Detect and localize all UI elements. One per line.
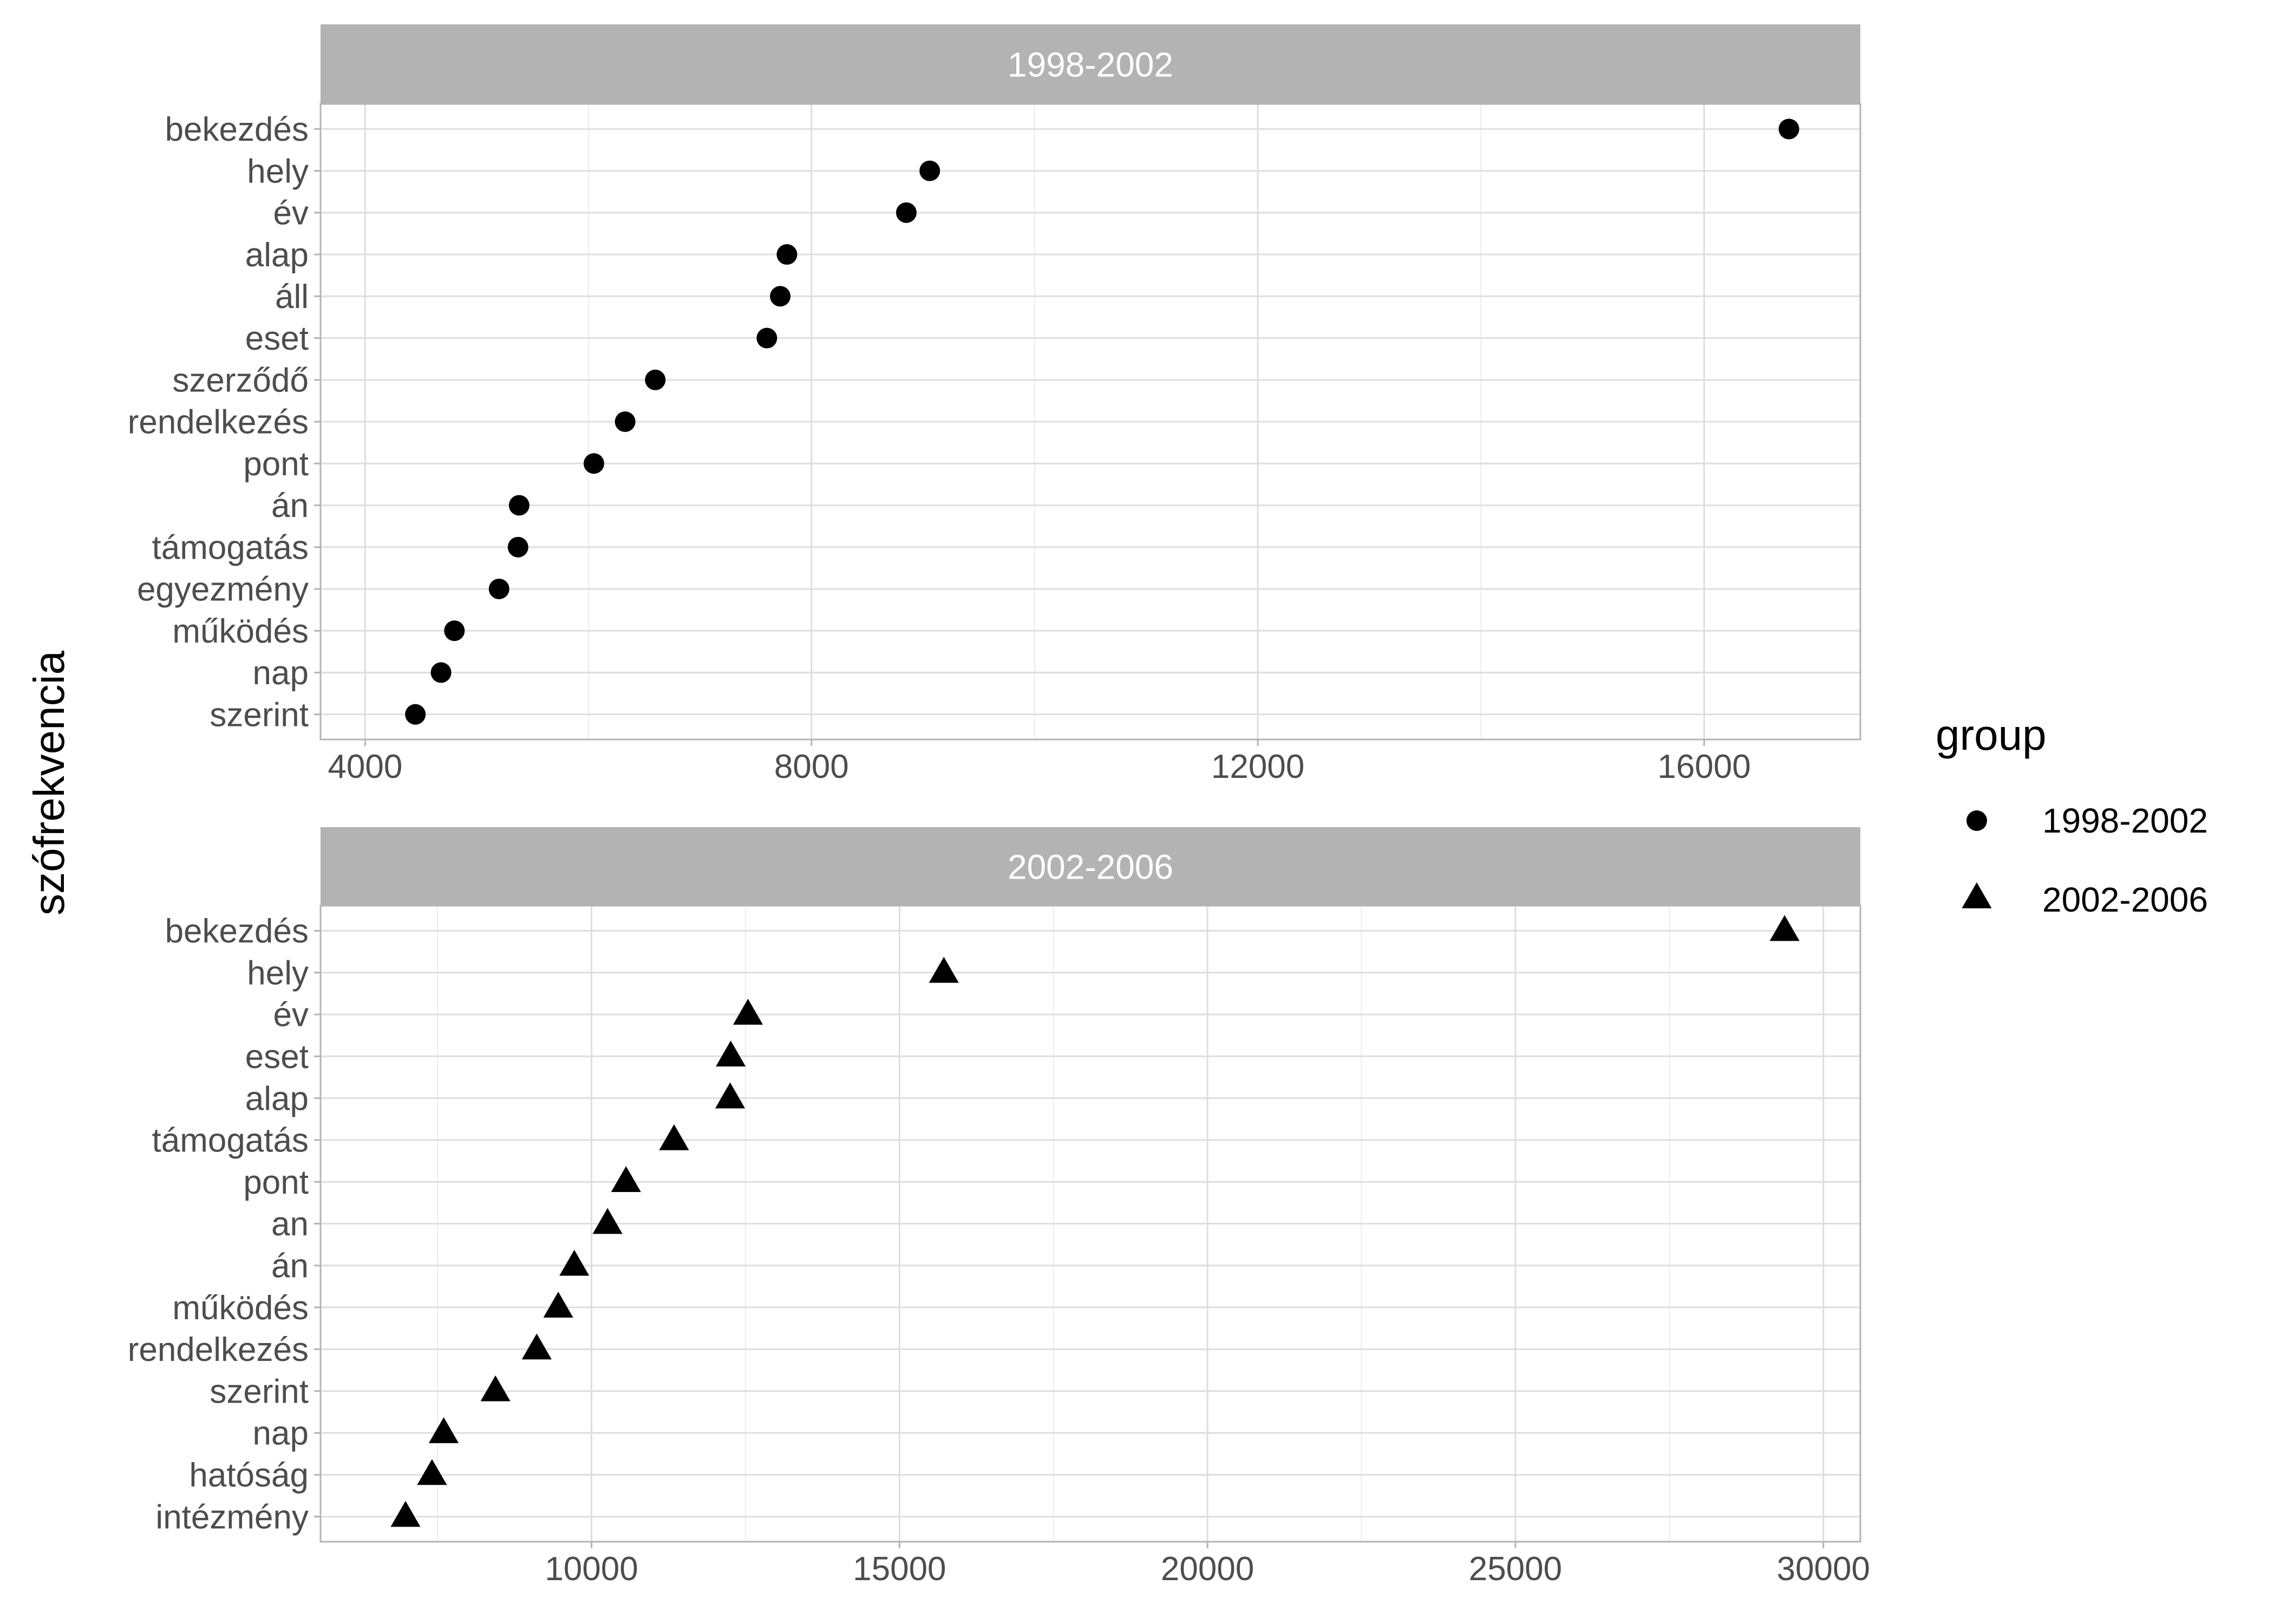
legend-key-triangle — [1962, 882, 1992, 908]
data-point — [1779, 119, 1800, 140]
panel-border — [319, 103, 1861, 741]
data-point — [645, 369, 666, 390]
data-point — [390, 1501, 421, 1527]
y-tick-label: pont — [243, 446, 309, 483]
data-point — [770, 286, 791, 307]
data-point — [405, 704, 426, 725]
x-tick-label: 20000 — [1161, 1550, 1254, 1588]
panel-strip — [321, 24, 1860, 104]
legend-circle-mark — [1966, 810, 1987, 831]
y-tick-label: szerint — [210, 1373, 309, 1410]
grid — [321, 906, 1860, 1542]
panel-1998-2002: 1998-2002 szerint nap működés egyezmény támo… — [128, 24, 1861, 785]
data-point — [615, 411, 636, 432]
panel-strip-title: 1998-2002 — [1008, 45, 1173, 84]
y-tick-label: hatóság — [189, 1457, 309, 1494]
data-point — [611, 1166, 641, 1193]
data-point — [716, 1040, 746, 1067]
y-tick-label: áll — [275, 278, 309, 316]
x-tick-label: 16000 — [1657, 748, 1750, 785]
data-point — [756, 328, 777, 349]
x-tick-label: 25000 — [1469, 1550, 1562, 1588]
data-points — [390, 915, 1800, 1527]
y-tick-label: eset — [245, 1038, 309, 1076]
y-tick-label: rendelkezés — [128, 404, 309, 441]
x-tick-label: 8000 — [774, 748, 849, 785]
panel-2002-2006: 2002-2006 intézmény hatóság nap szerint rend… — [128, 827, 1870, 1588]
data-point — [428, 1417, 459, 1443]
legend-triangle-mark — [1962, 882, 1992, 908]
x-tick-labels: 4000 8000 12000 16000 — [328, 739, 1751, 785]
y-tick-label: működés — [172, 1289, 309, 1327]
y-tick-label: működés — [172, 613, 309, 650]
data-point — [715, 1082, 746, 1109]
legend-item-1998-2002: 1998-2002 — [1966, 801, 2208, 840]
panel-strip-title: 2002-2006 — [1008, 848, 1173, 887]
data-point — [507, 536, 528, 558]
y-tick-label: hely — [247, 954, 309, 992]
y-tick-label: egyezmény — [137, 571, 309, 608]
legend-item-2002-2006: 2002-2006 — [1962, 880, 2208, 919]
panel-border — [319, 905, 1861, 1543]
grid — [321, 104, 1860, 739]
y-tick-label: án — [271, 1248, 309, 1285]
data-point — [444, 620, 465, 641]
y-tick-label: év — [273, 997, 309, 1034]
y-tick-label: támogatás — [152, 529, 309, 566]
y-tick-label: rendelkezés — [128, 1331, 309, 1368]
legend-label: 2002-2006 — [2042, 880, 2208, 919]
y-tick-label: támogatás — [152, 1122, 309, 1160]
legend-title: group — [1936, 711, 2047, 759]
data-point — [488, 578, 509, 599]
y-tick-label: pont — [243, 1164, 309, 1201]
data-point — [929, 957, 959, 983]
y-tick-label: nap — [253, 654, 309, 692]
data-point — [776, 244, 798, 265]
data-point — [896, 202, 917, 223]
x-tick-label: 10000 — [545, 1550, 638, 1588]
legend-label: 1998-2002 — [2042, 801, 2208, 840]
data-point — [430, 662, 452, 683]
x-tick-label: 30000 — [1777, 1550, 1870, 1588]
y-axis-title: szófrekvencia — [25, 650, 73, 915]
data-point — [592, 1208, 623, 1234]
data-point — [543, 1292, 573, 1318]
data-point — [417, 1459, 447, 1485]
y-tick-label: án — [271, 487, 309, 525]
y-tick-label: hely — [247, 153, 309, 190]
legend: group 1998-2002 2002-2006 — [1936, 711, 2208, 919]
y-tick-label: bekezdés — [165, 111, 309, 148]
y-tick-label: nap — [253, 1415, 309, 1452]
data-point — [583, 453, 604, 474]
y-tick-label: szerződő — [172, 362, 309, 399]
x-tick-label: 4000 — [328, 748, 402, 785]
x-tick-label: 15000 — [853, 1550, 946, 1588]
data-point — [733, 998, 763, 1025]
legend-key-circle — [1966, 810, 1987, 831]
y-tick-label: eset — [245, 320, 309, 357]
panel-strip — [321, 827, 1860, 906]
y-tick-label: alap — [245, 237, 309, 274]
y-tick-label: bekezdés — [165, 913, 309, 950]
y-tick-label: alap — [245, 1080, 309, 1117]
y-tick-label: szerint — [210, 696, 309, 734]
data-point — [1769, 915, 1800, 941]
data-points — [405, 119, 1800, 725]
data-point — [480, 1375, 511, 1402]
x-tick-labels: 10000 15000 20000 25000 30000 — [545, 1542, 1870, 1588]
data-point — [559, 1249, 590, 1276]
y-tick-label: intézmény — [155, 1498, 309, 1536]
data-point — [919, 160, 940, 181]
y-tick-label: an — [271, 1206, 309, 1243]
data-point — [659, 1124, 689, 1150]
y-tick-labels: intézmény hatóság nap szerint rendelkezés műk… — [128, 913, 321, 1536]
y-tick-label: év — [273, 195, 309, 232]
data-point — [508, 495, 530, 516]
data-point — [521, 1333, 552, 1360]
y-tick-labels: szerint nap működés egyezmény támogatás án pon… — [128, 111, 321, 734]
x-tick-label: 12000 — [1211, 748, 1304, 785]
